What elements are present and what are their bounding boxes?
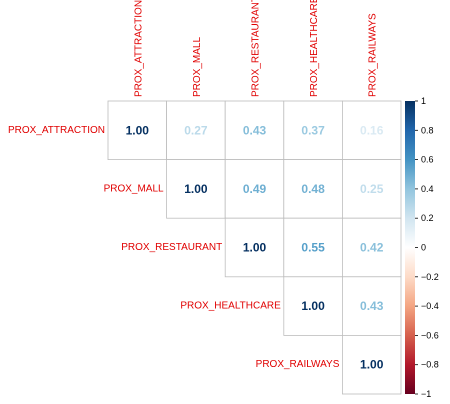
colorbar-tick-label-3: 0.4 <box>421 184 434 194</box>
column-label-prox-railways: PROX_RAILWAYS <box>368 13 379 97</box>
column-labels: PROX_ATTRACTION PROX_MALL PROX_RESTAURANT P… <box>133 0 378 97</box>
colorbar: 1 0.8 0.6 0.4 0.2 0 −0.2 −0.4 −0.6 −0.8 −1 <box>405 96 439 399</box>
cell-1-4 <box>341 159 402 219</box>
column-label-prox-attraction: PROX_ATTRACTION <box>133 0 144 97</box>
cell-3-3 <box>283 276 343 336</box>
cell-0-3 <box>283 100 343 160</box>
cell-value-0-2: 0.43 <box>243 123 267 137</box>
cell-value-2-2: 1.00 <box>243 241 267 255</box>
colorbar-tick-label-7: −0.4 <box>421 301 439 311</box>
cell-value-3-3: 1.00 <box>301 299 325 313</box>
colorbar-tick-label-6: −0.2 <box>421 272 439 282</box>
colorbar-gradient <box>405 101 415 394</box>
row-label-prox-healthcare: PROX_HEALTHCARE <box>180 301 281 312</box>
cell-0-2 <box>224 100 285 160</box>
heatmap-cells: 1.00 0.27 0.43 0.37 0.16 1.00 0.49 0.48 0.25 1.00… <box>107 100 402 395</box>
cell-value-1-4: 0.25 <box>360 182 384 196</box>
cell-value-0-0: 1.00 <box>126 123 150 137</box>
row-label-prox-attraction: PROX_ATTRACTION <box>8 125 105 136</box>
cell-2-4 <box>341 217 402 278</box>
row-label-prox-restaurant: PROX_RESTAURANT <box>121 242 222 253</box>
colorbar-tick-label-0: 1 <box>421 96 426 106</box>
cell-4-4 <box>341 334 402 395</box>
cell-value-1-3: 0.48 <box>301 182 325 196</box>
colorbar-tick-label-1: 0.8 <box>421 125 434 135</box>
cell-value-0-3: 0.37 <box>301 123 325 137</box>
cell-1-2 <box>224 159 285 219</box>
cell-value-1-2: 0.49 <box>243 182 267 196</box>
colorbar-tick-label-4: 0.2 <box>421 213 434 223</box>
cell-3-4 <box>341 276 402 336</box>
colorbar-tick-label-5: 0 <box>421 243 426 253</box>
row-label-prox-mall: PROX_MALL <box>104 183 164 194</box>
cell-value-4-4: 1.00 <box>360 358 384 372</box>
colorbar-ticks: 1 0.8 0.6 0.4 0.2 0 −0.2 −0.4 −0.6 −0.8 −1 <box>415 96 439 399</box>
column-label-prox-healthcare: PROX_HEALTHCARE <box>309 0 320 97</box>
colorbar-tick-label-10: −1 <box>421 389 431 399</box>
cell-value-0-1: 0.27 <box>184 123 208 137</box>
cell-1-3 <box>283 159 343 219</box>
cell-2-3 <box>283 217 343 278</box>
cell-value-1-1: 1.00 <box>184 182 208 196</box>
colorbar-tick-label-2: 0.6 <box>421 155 434 165</box>
cell-0-4 <box>341 100 402 160</box>
row-label-prox-railways: PROX_RAILWAYS <box>256 359 340 370</box>
colorbar-tick-label-8: −0.6 <box>421 330 439 340</box>
cell-value-3-4: 0.43 <box>360 299 384 313</box>
cell-1-1 <box>166 159 226 219</box>
column-label-prox-mall: PROX_MALL <box>192 37 203 97</box>
cell-2-2 <box>224 217 285 278</box>
colorbar-tick-label-9: −0.8 <box>421 360 439 370</box>
cell-value-0-4: 0.16 <box>360 123 384 137</box>
column-label-prox-restaurant: PROX_RESTAURANT <box>251 0 262 97</box>
row-labels: PROX_ATTRACTION PROX_MALL PROX_RESTAURANT P… <box>8 125 340 370</box>
cell-value-2-3: 0.55 <box>301 241 325 255</box>
cell-value-2-4: 0.42 <box>360 241 384 255</box>
